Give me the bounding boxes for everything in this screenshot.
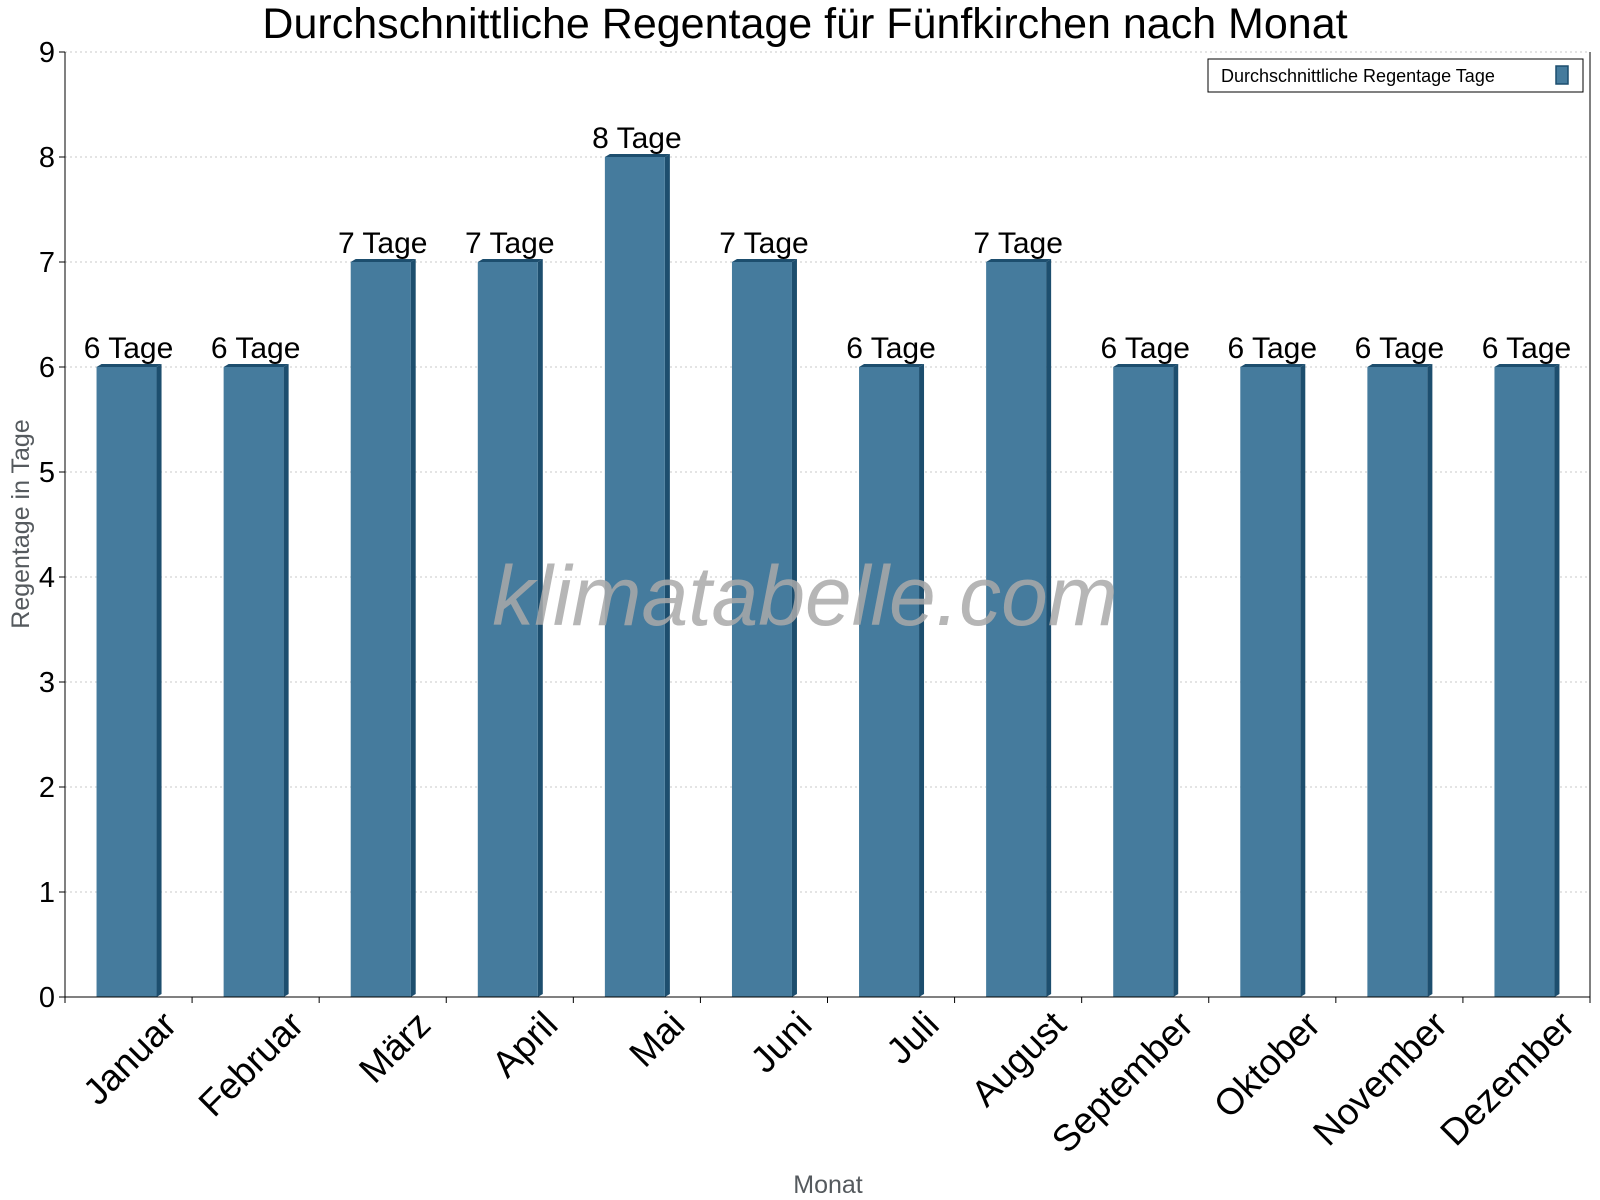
bar <box>986 259 1052 997</box>
data-label: 6 Tage <box>1355 332 1445 365</box>
data-label: 6 Tage <box>1228 332 1318 365</box>
bar-top <box>223 364 289 367</box>
bar <box>1113 364 1179 997</box>
bar-front <box>1113 367 1174 997</box>
legend: Durchschnittliche Regentage Tage <box>1207 58 1584 93</box>
y-tick-label: 2 <box>39 772 55 804</box>
y-tick-label: 5 <box>39 457 55 489</box>
data-label: 7 Tage <box>338 227 428 260</box>
data-label: 7 Tage <box>719 227 809 260</box>
bar-side <box>1554 364 1560 997</box>
bar-top <box>1113 364 1179 367</box>
bar-top <box>1240 364 1306 367</box>
x-tick-label: Juli <box>878 1004 946 1072</box>
bar-top <box>986 259 1052 262</box>
bar-front <box>1240 367 1301 997</box>
x-tick-label: Oktober <box>1206 1004 1328 1126</box>
bar-side <box>664 154 670 997</box>
bar-side <box>1427 364 1433 997</box>
bar <box>96 364 162 997</box>
y-tick-label: 9 <box>39 37 55 69</box>
bar-front <box>96 367 157 997</box>
bar <box>604 154 670 997</box>
data-label: 6 Tage <box>84 332 174 365</box>
x-tick-label: Juni <box>743 1004 820 1081</box>
bar <box>1494 364 1560 997</box>
legend-label: Durchschnittliche Regentage Tage <box>1221 66 1495 86</box>
axes <box>64 52 1591 998</box>
x-tick-label: Februar <box>191 1004 312 1125</box>
bar-front <box>604 157 665 997</box>
x-tick-labels: Januar Februar März April Mai Juni Juli AugustS… <box>64 997 1591 1161</box>
data-labels: 6 Tage 6 Tage 7 Tage 7 Tage 8 Tage 7 Tage 6 Ta… <box>84 122 1571 365</box>
bar-front <box>223 367 284 997</box>
watermark: klimatabelle.com <box>492 549 1118 643</box>
bar-front <box>731 262 792 997</box>
bar-front <box>477 262 538 997</box>
bar-front <box>986 262 1047 997</box>
bar-front <box>1367 367 1428 997</box>
data-label: 7 Tage <box>973 227 1063 260</box>
x-tick-label: Januar <box>75 1004 184 1113</box>
bar-top <box>477 259 543 262</box>
bar-side <box>1046 259 1052 997</box>
bar-side <box>919 364 925 997</box>
bar-top <box>731 259 797 262</box>
bar-side <box>537 259 543 997</box>
x-axis-title: Monat <box>793 1171 863 1199</box>
bar-side <box>283 364 289 997</box>
bar <box>1367 364 1433 997</box>
data-label: 6 Tage <box>1100 332 1190 365</box>
bar <box>731 259 797 997</box>
y-tick-label: 1 <box>39 877 55 909</box>
bar-top <box>96 364 162 367</box>
data-label: 6 Tage <box>1482 332 1572 365</box>
bar-side <box>156 364 162 997</box>
bar <box>477 259 543 997</box>
bar-side <box>791 259 797 997</box>
bar-front <box>350 262 411 997</box>
bar-front <box>859 367 920 997</box>
bar <box>859 364 925 997</box>
data-label: 6 Tage <box>846 332 936 365</box>
bar-top <box>1367 364 1433 367</box>
bar-side <box>1300 364 1306 997</box>
y-tick-label: 0 <box>39 982 55 1014</box>
x-tick-label: April <box>484 1004 565 1085</box>
chart-title: Durchschnittliche Regentage für Fünfkirc… <box>262 0 1347 48</box>
y-tick-label: 4 <box>39 562 55 594</box>
x-tick-label: August <box>963 1003 1074 1114</box>
bar-top <box>859 364 925 367</box>
bar <box>350 259 416 997</box>
grid-lines <box>65 51 1590 893</box>
data-label: 8 Tage <box>592 122 682 155</box>
bar-side <box>410 259 416 997</box>
y-tick-label: 8 <box>39 142 55 174</box>
x-tick-label: Dezember <box>1432 1004 1582 1154</box>
bar-top <box>350 259 416 262</box>
y-tick-label: 3 <box>39 667 55 699</box>
bar <box>223 364 289 997</box>
bar-top <box>1494 364 1560 367</box>
y-tick-label: 7 <box>39 247 55 279</box>
x-tick-label: März <box>351 1004 438 1091</box>
bars <box>96 154 1560 997</box>
bar-side <box>1173 364 1179 997</box>
y-tick-label: 6 <box>39 352 55 384</box>
y-axis-title: Regentage in Tage <box>7 419 35 628</box>
bar <box>1240 364 1306 997</box>
x-tick-label: November <box>1305 1004 1455 1154</box>
legend-swatch <box>1555 65 1569 85</box>
bar-top <box>604 154 670 157</box>
y-tick-labels: 0 1 2 3 4 5 6 7 8 9 <box>39 37 65 1014</box>
legend-box <box>1207 58 1584 93</box>
data-label: 6 Tage <box>211 332 301 365</box>
x-tick-label: Mai <box>621 1004 692 1075</box>
data-label: 7 Tage <box>465 227 555 260</box>
bar-front <box>1494 367 1555 997</box>
